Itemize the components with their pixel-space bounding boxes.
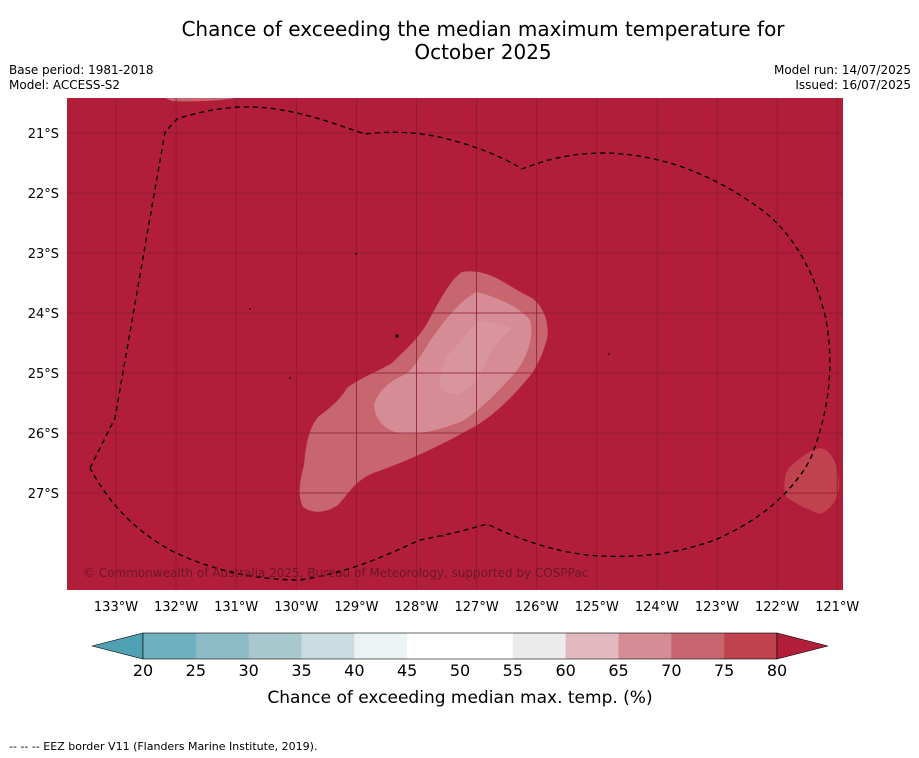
legend-swatch <box>195 633 250 659</box>
longitude-label: 125°W <box>575 600 619 615</box>
longitude-label: 132°W <box>154 600 198 615</box>
chart-title: Chance of exceeding the median maximum t… <box>0 18 919 64</box>
meta-left: Base period: 1981-2018 Model: ACCESS-S2 <box>9 63 154 93</box>
legend-extend-high <box>776 632 829 660</box>
meta-right: Model run: 14/07/2025 Issued: 16/07/2025 <box>774 63 911 93</box>
latitude-label: 26°S <box>28 427 59 442</box>
legend-tick-label: 30 <box>238 661 258 680</box>
probability-band-65-70 <box>440 320 512 394</box>
legend-tick-label: 75 <box>714 661 734 680</box>
longitude-label: 126°W <box>515 600 559 615</box>
longitude-label: 124°W <box>635 600 679 615</box>
latitude-label: 25°S <box>28 367 59 382</box>
legend-tick-label: 65 <box>608 661 628 680</box>
longitude-label: 128°W <box>394 600 438 615</box>
legend-swatch <box>301 633 355 659</box>
legend-tick-label: 45 <box>397 661 417 680</box>
latitude-label: 27°S <box>28 487 59 502</box>
longitude-labels: 133°W 132°W 131°W 130°W 129°W 128°W 127°W 126°W… <box>94 600 860 615</box>
latitude-label: 22°S <box>28 187 59 202</box>
latitude-label: 21°S <box>28 127 59 142</box>
legend-tick-label: 20 <box>133 661 153 680</box>
legend-tick-label: 70 <box>661 661 681 680</box>
legend-tick-label: 40 <box>344 661 364 680</box>
legend-tick-label: 35 <box>291 661 311 680</box>
legend-swatch <box>143 633 197 659</box>
legend-swatch <box>724 633 778 659</box>
eez-border <box>89 106 831 581</box>
legend-tick-label: 60 <box>555 661 575 680</box>
model-run: Model run: 14/07/2025 <box>773 63 911 77</box>
legend-swatch <box>512 633 567 659</box>
longitude-label: 127°W <box>455 600 499 615</box>
latitude-labels: 21°S 22°S 23°S 24°S 25°S 26°S 27°S <box>28 127 59 502</box>
model-name: Model: ACCESS-S2 <box>9 78 121 92</box>
longitude-label: 131°W <box>214 600 258 615</box>
legend-tick-label: 50 <box>450 661 470 680</box>
legend-swatch <box>671 633 725 659</box>
copyright-note: © Commonwealth of Australia 2025, Bureau… <box>83 566 588 580</box>
longitude-label: 121°W <box>815 600 859 615</box>
longitude-label: 133°W <box>94 600 138 615</box>
longitude-label: 130°W <box>274 600 318 615</box>
probability-band-top <box>164 98 236 102</box>
eez-footnote: -- -- -- EEZ border V11 (Flanders Marine… <box>9 740 318 753</box>
legend-swatch <box>565 633 619 659</box>
legend-title: Chance of exceeding median max. temp. (%… <box>267 688 652 708</box>
longitude-label: 123°W <box>695 600 739 615</box>
legend-tick-label: 55 <box>503 661 523 680</box>
color-legend: 20 25 30 35 40 45 50 55 60 65 70 75 80 <box>91 632 829 680</box>
legend-swatch <box>248 633 302 659</box>
latitude-label: 24°S <box>28 307 59 322</box>
legend-tick-label: 80 <box>767 661 787 680</box>
base-period: Base period: 1981-2018 <box>9 63 154 77</box>
longitude-label: 129°W <box>334 600 378 615</box>
legend-swatch <box>618 633 672 659</box>
title-line-1: Chance of exceeding the median maximum t… <box>181 17 785 41</box>
issued-date: Issued: 16/07/2025 <box>795 78 911 92</box>
legend-swatch <box>354 633 408 659</box>
legend-swatch <box>460 633 514 659</box>
graticule <box>67 98 843 590</box>
legend-extend-low <box>91 632 144 660</box>
latitude-label: 23°S <box>28 247 59 262</box>
probability-band-east <box>784 448 839 514</box>
legend-swatch <box>407 633 461 659</box>
longitude-label: 122°W <box>755 600 799 615</box>
island-markers <box>249 253 610 537</box>
legend-tick-label: 25 <box>186 661 206 680</box>
title-line-2: October 2025 <box>414 40 552 64</box>
